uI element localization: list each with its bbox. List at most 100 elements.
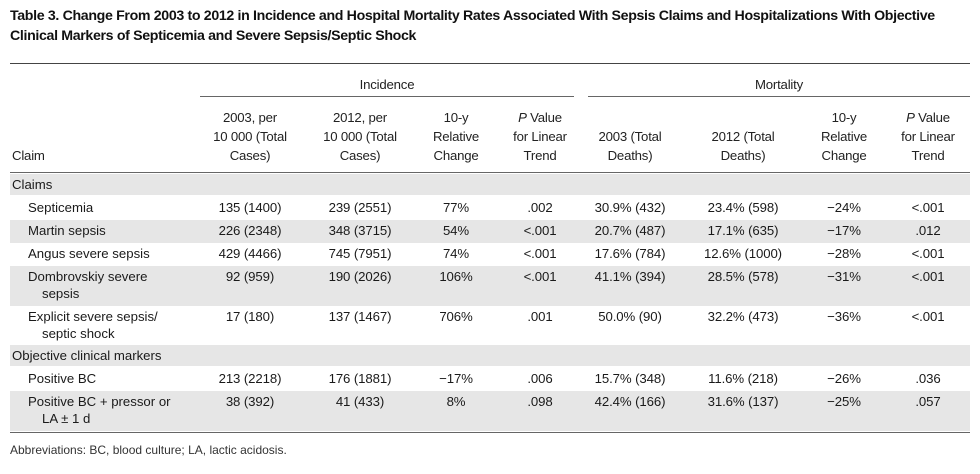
table-row-label: Septicemia xyxy=(28,199,93,216)
table-cell-inc-2003: 38 (392) xyxy=(225,394,275,409)
table-cell-mort-2012: 32.2% (473) xyxy=(707,309,779,324)
incidence-group-header: Incidence xyxy=(359,77,415,92)
incidence-group-rule xyxy=(200,96,574,97)
column-header-line: Deaths) xyxy=(607,148,653,163)
column-header-mort-2012: 2012 (Total Deaths) xyxy=(693,127,793,165)
table-cell-mort-p: .012 xyxy=(915,223,941,238)
column-header-inc-2012: 2012, per 10 000 (Total Cases) xyxy=(312,108,408,165)
table-row-label: Martin sepsis xyxy=(28,222,106,239)
table-row-label: Positive BC xyxy=(28,370,96,387)
column-header-line: Change xyxy=(433,148,479,163)
table-cell-mort-2003: 17.6% (784) xyxy=(594,246,666,261)
column-header-line: Trend xyxy=(523,148,557,163)
table-cell-mort-2012: 31.6% (137) xyxy=(707,394,779,409)
row-label-line: LA ± 1 d xyxy=(42,411,91,426)
table-cell-inc-p: .006 xyxy=(527,371,553,386)
section-label: Claims xyxy=(12,177,53,192)
table-cell-inc-p: .002 xyxy=(527,200,553,215)
table-cell-inc-2012: 745 (7951) xyxy=(328,246,392,261)
column-header-line: Cases) xyxy=(229,148,271,163)
table-cell-mort-p: .036 xyxy=(915,371,941,386)
row-label-line: Dombrovskiy severe xyxy=(28,269,148,284)
row-band xyxy=(10,266,970,306)
table-cell-mort-rel: −24% xyxy=(827,200,861,215)
column-header-line: for Linear xyxy=(901,129,955,144)
table-cell-inc-2003: 135 (1400) xyxy=(218,200,282,215)
table-cell-mort-2003: 15.7% (348) xyxy=(594,371,666,386)
column-header-line: P Value xyxy=(906,110,950,125)
row-label-line: Positive BC + pressor or xyxy=(28,394,171,409)
column-header-inc-rel: 10-y Relative Change xyxy=(421,108,491,165)
column-header-line: 10-y xyxy=(443,110,469,125)
table-cell-mort-rel: −28% xyxy=(827,246,861,261)
table-row-label: Positive BC + pressor or LA ± 1 d xyxy=(28,393,171,427)
mortality-group-header: Mortality xyxy=(754,77,804,92)
row-label-line: Angus severe sepsis xyxy=(28,246,150,261)
column-header-line: 2003 (Total xyxy=(598,129,662,144)
column-header-mort-p: P Value for Linear Trend xyxy=(892,108,964,165)
row-label-line: septic shock xyxy=(42,326,115,341)
top-rule xyxy=(10,63,970,64)
table-cell-mort-rel: −31% xyxy=(827,269,861,284)
table-cell-mort-2003: 30.9% (432) xyxy=(594,200,666,215)
table-cell-mort-2003: 50.0% (90) xyxy=(598,309,662,324)
column-header-inc-p: P Value for Linear Trend xyxy=(504,108,576,165)
column-header-line: for Linear xyxy=(513,129,567,144)
table-title: Table 3. Change From 2003 to 2012 in Inc… xyxy=(10,8,935,44)
table-cell-inc-rel: 106% xyxy=(439,269,473,284)
table-cell-mort-p: <.001 xyxy=(911,200,945,215)
table-cell-inc-rel: 706% xyxy=(439,309,473,324)
column-header-line: 10 000 (Total xyxy=(213,129,287,144)
column-header-line: 10 000 (Total xyxy=(323,129,397,144)
row-label-line: Martin sepsis xyxy=(28,223,106,238)
table-cell-inc-p: .098 xyxy=(527,394,553,409)
table-cell-mort-rel: −26% xyxy=(827,371,861,386)
table-cell-inc-2003: 213 (2218) xyxy=(218,371,282,386)
table-cell-mort-2003: 41.1% (394) xyxy=(594,269,666,284)
column-header-line: P Value xyxy=(518,110,562,125)
table-cell-inc-p: .001 xyxy=(527,309,553,324)
column-header-line: Relative xyxy=(820,129,868,144)
column-header-line: Claim xyxy=(12,148,45,163)
column-header-line: Cases) xyxy=(339,148,381,163)
table-cell-mort-rel: −36% xyxy=(827,309,861,324)
row-label-line: Explicit severe sepsis/ xyxy=(28,309,158,324)
table-cell-inc-2003: 92 (959) xyxy=(225,269,275,284)
table-cell-mort-rel: −25% xyxy=(827,394,861,409)
section-band xyxy=(10,345,970,366)
table-cell-inc-p: <.001 xyxy=(523,223,557,238)
table-cell-inc-2012: 190 (2026) xyxy=(328,269,392,284)
table-cell-mort-p: <.001 xyxy=(911,309,945,324)
row-band xyxy=(10,220,970,243)
column-header-line: 2003, per xyxy=(223,110,277,125)
column-header-mort-rel: 10-y Relative Change xyxy=(809,108,879,165)
table-cell-mort-2012: 23.4% (598) xyxy=(707,200,779,215)
row-band xyxy=(10,391,970,431)
table-cell-inc-p: <.001 xyxy=(523,246,557,261)
table-cell-inc-rel: 54% xyxy=(442,223,470,238)
section-label: Objective clinical markers xyxy=(12,348,162,363)
column-header-line: Relative xyxy=(432,129,480,144)
table-row-label: Angus severe sepsis xyxy=(28,245,150,262)
column-header-line: 2012, per xyxy=(333,110,387,125)
table-cell-inc-rel: −17% xyxy=(439,371,473,386)
column-header-line: 2012 (Total xyxy=(711,129,775,144)
bottom-rule xyxy=(10,432,970,433)
section-band xyxy=(10,174,970,195)
table-cell-mort-2003: 42.4% (166) xyxy=(594,394,666,409)
table-cell-mort-2012: 17.1% (635) xyxy=(707,223,779,238)
table-cell-mort-p: <.001 xyxy=(911,269,945,284)
table-cell-inc-p: <.001 xyxy=(523,269,557,284)
row-label-line: Septicemia xyxy=(28,200,94,215)
row-label-line: Positive BC xyxy=(28,371,97,386)
table-cell-inc-2003: 226 (2348) xyxy=(218,223,282,238)
table-cell-mort-2012: 28.5% (578) xyxy=(707,269,779,284)
column-header-line: 10-y xyxy=(831,110,857,125)
table-cell-inc-2012: 176 (1881) xyxy=(328,371,392,386)
table-cell-inc-2012: 41 (433) xyxy=(335,394,385,409)
table-cell-mort-2003: 20.7% (487) xyxy=(594,223,666,238)
footnote: Abbreviations: BC, blood culture; LA, la… xyxy=(10,443,287,457)
table-cell-mort-2012: 12.6% (1000) xyxy=(704,246,782,261)
column-header-line: Deaths) xyxy=(720,148,766,163)
